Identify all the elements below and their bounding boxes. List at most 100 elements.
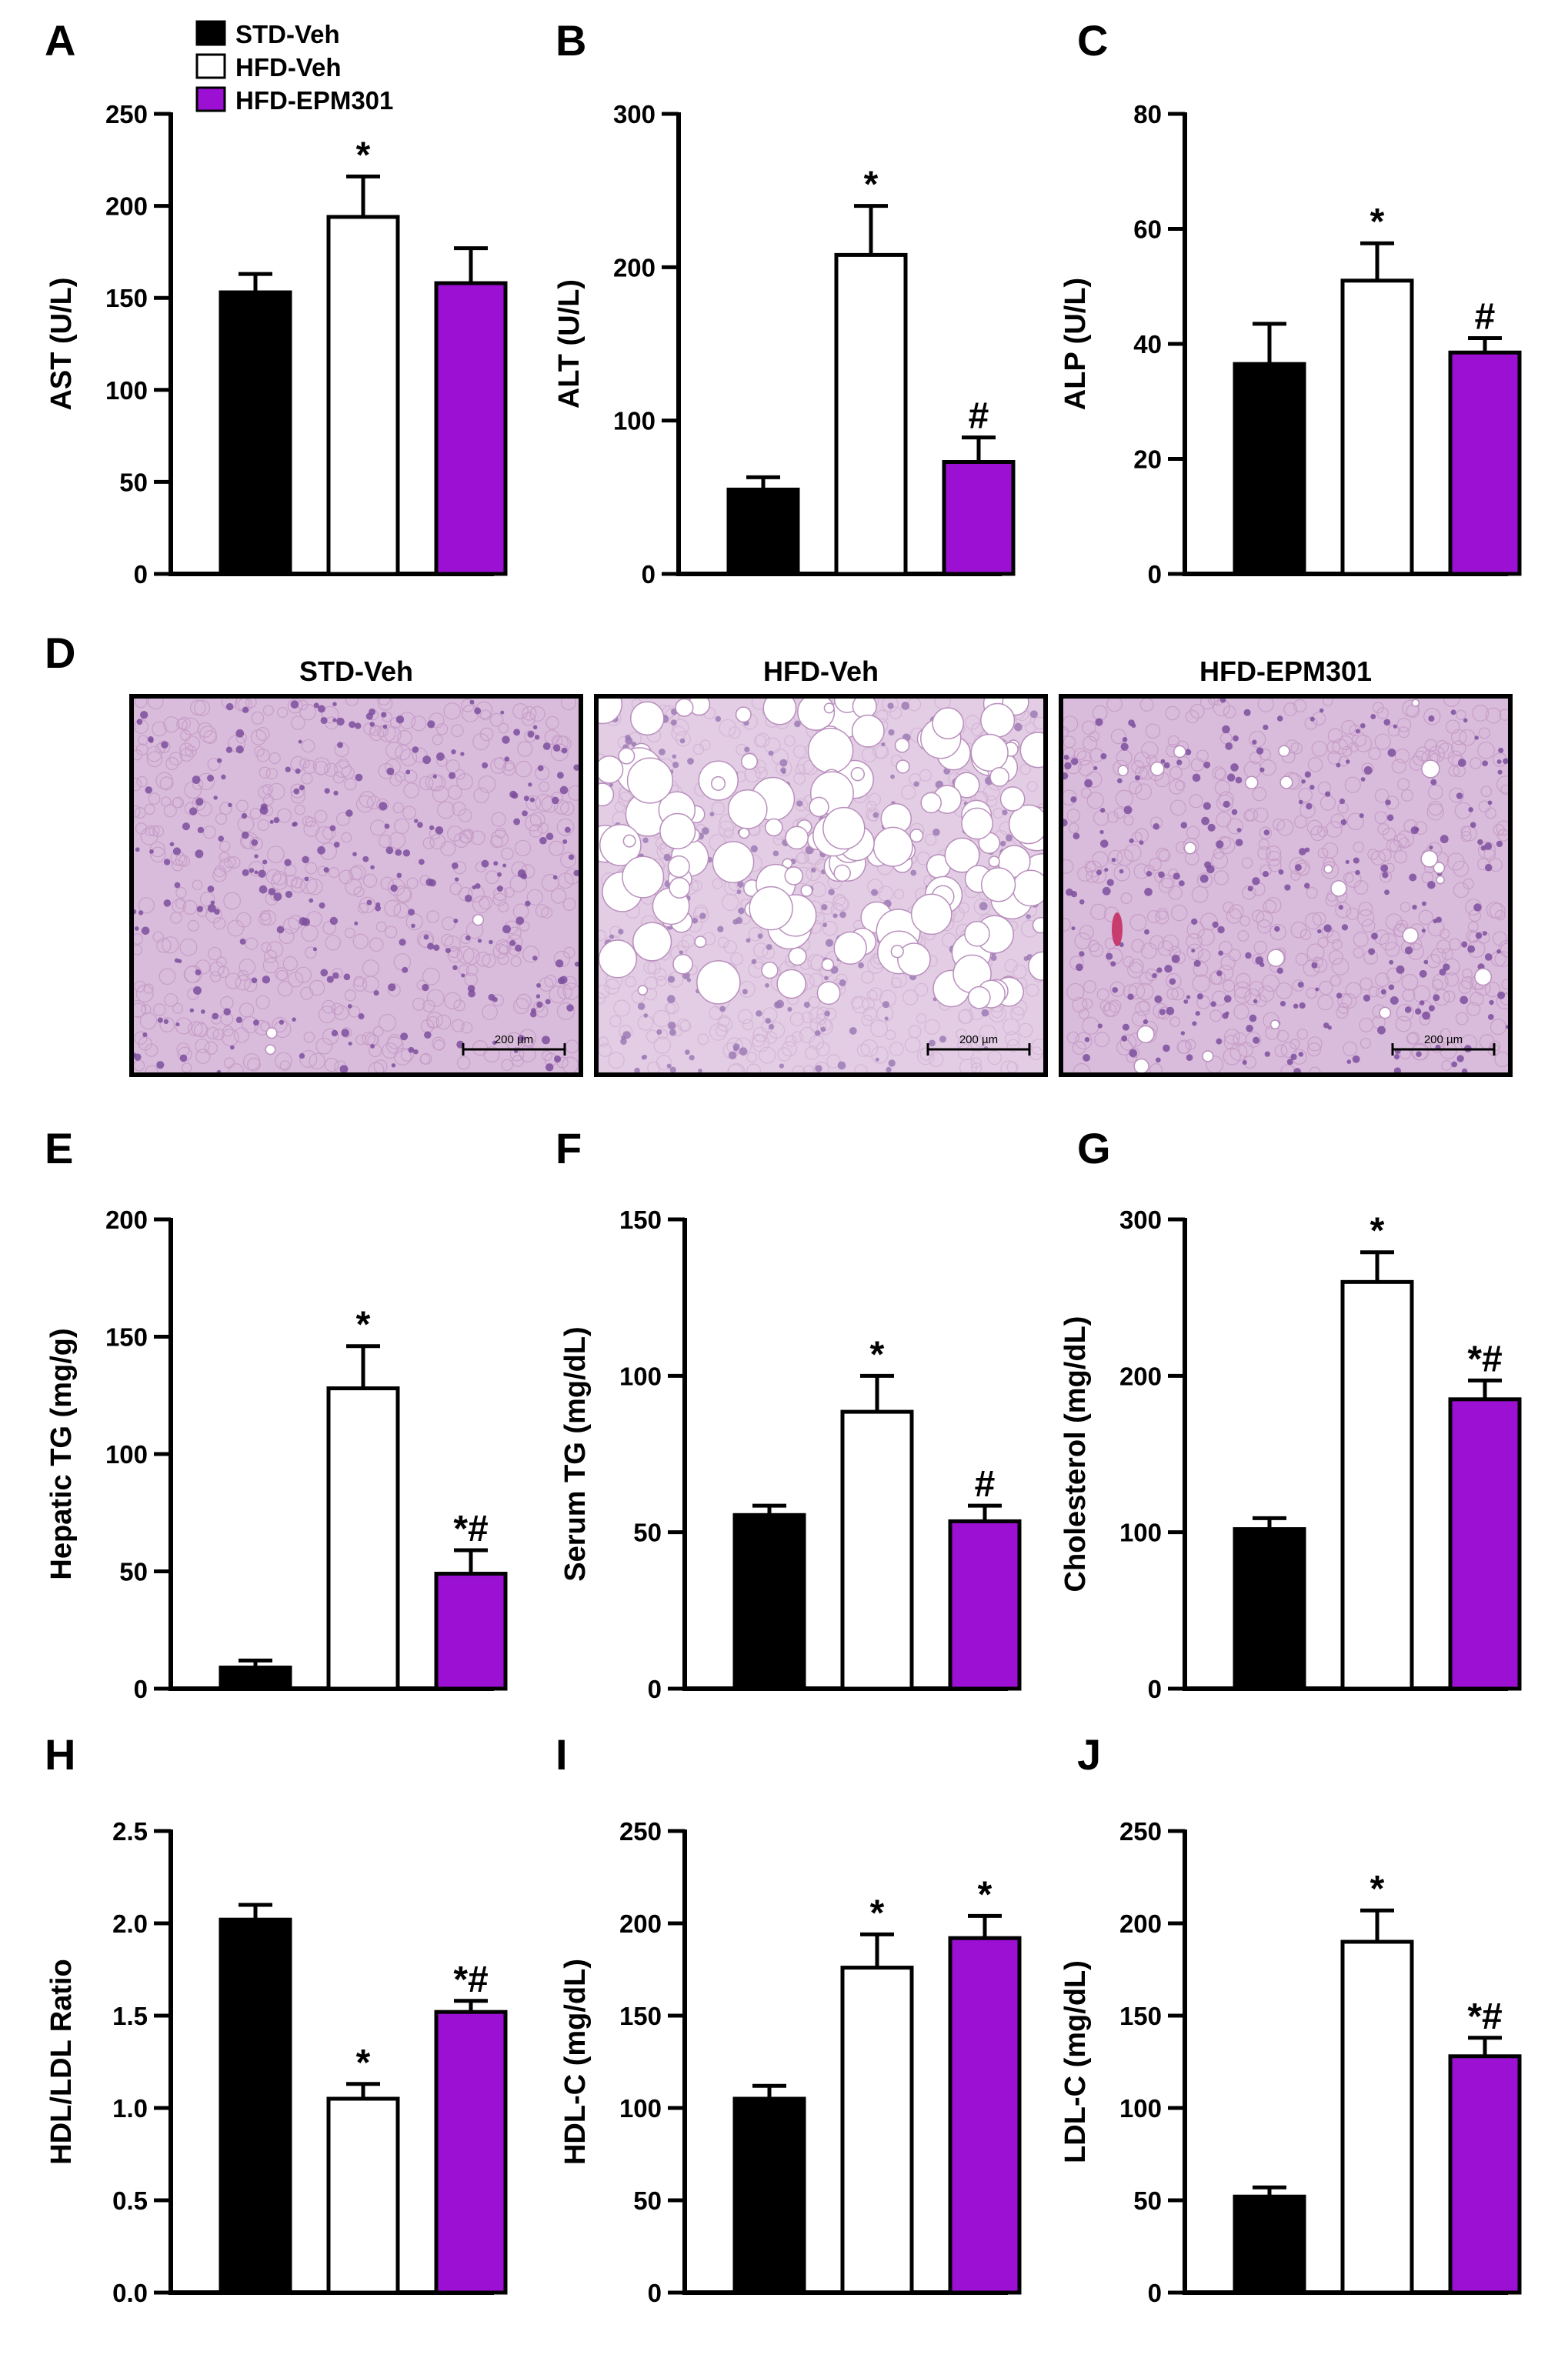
nucleus (345, 809, 353, 817)
cell-outline (1331, 957, 1349, 976)
cell-outline (382, 1042, 399, 1059)
cell-outline (187, 919, 199, 932)
nucleus (402, 849, 411, 857)
cell-outline (215, 812, 228, 825)
cell-outline (447, 785, 462, 800)
cell-outline (718, 820, 735, 837)
cell-outline (397, 729, 412, 745)
nucleus (1226, 773, 1236, 782)
nucleus (810, 867, 816, 873)
nucleus (213, 795, 218, 800)
cell-outline (1149, 857, 1163, 871)
nucleus (1083, 1053, 1090, 1062)
cell-outline (529, 824, 543, 838)
nucleus (347, 1004, 352, 1009)
nucleus (1341, 924, 1349, 931)
cell-outline (1450, 729, 1467, 745)
nucleus (313, 702, 319, 709)
cell-outline (1444, 972, 1460, 987)
nucleus (1192, 773, 1201, 782)
nucleus (559, 976, 568, 984)
cell-outline (422, 999, 435, 1012)
nucleus (1336, 992, 1343, 999)
nucleus (179, 1054, 188, 1062)
nucleus (1176, 759, 1183, 765)
fat-vacuole (822, 806, 866, 850)
fat-vacuole (816, 981, 841, 1006)
nucleus (1390, 996, 1399, 1005)
nucleus (276, 926, 285, 934)
cell-outline (1066, 982, 1085, 1001)
cell-outline (1089, 943, 1104, 958)
cell-outline (1191, 885, 1209, 903)
nucleus (1119, 942, 1124, 948)
y-tick-label: 40 (1133, 330, 1162, 359)
cell-outline (329, 867, 340, 879)
cell-outline (419, 1053, 431, 1065)
nucleus (138, 910, 144, 916)
nucleus (1323, 924, 1332, 932)
cell-outline (303, 1031, 315, 1043)
nucleus (182, 822, 190, 831)
cell-outline (400, 1048, 415, 1062)
y-tick-label: 250 (619, 1817, 662, 1846)
nucleus (390, 884, 398, 892)
cell-outline (495, 827, 506, 839)
significance-mark: * (356, 135, 371, 175)
cell-outline (349, 866, 363, 881)
nucleus (1079, 899, 1085, 905)
nucleus (502, 925, 511, 934)
nucleus (1191, 949, 1196, 953)
cell-outline (746, 1063, 761, 1072)
nucleus (1340, 819, 1347, 825)
nucleus (1468, 807, 1473, 812)
nucleus (134, 909, 137, 915)
micrograph-svg: 200 µm (134, 699, 579, 1072)
nucleus (1243, 709, 1251, 716)
cell-outline (314, 809, 328, 823)
cell-outline (1343, 872, 1354, 883)
cell-outline (301, 739, 315, 753)
nucleus (302, 855, 309, 864)
nucleus (216, 758, 222, 763)
nucleus (1222, 1012, 1229, 1019)
cell-outline (1317, 825, 1329, 838)
fat-vacuole (1323, 864, 1333, 874)
cell-outline (1156, 908, 1169, 920)
cell-outline (353, 886, 365, 898)
cell-outline (322, 1028, 339, 1046)
cell-outline (919, 769, 932, 782)
cell-outline (1249, 752, 1262, 765)
cell-outline (746, 1052, 758, 1063)
nucleus (545, 1063, 554, 1072)
cell-outline (1258, 839, 1269, 850)
cell-outline (1224, 1029, 1240, 1045)
nucleus (1100, 752, 1107, 760)
nucleus (821, 904, 828, 911)
cell-outline (362, 1032, 375, 1046)
cell-outline (459, 830, 472, 844)
cell-outline (1472, 704, 1490, 722)
cell-outline (1075, 1032, 1093, 1050)
cell-outline (305, 946, 317, 959)
cell-outline (1031, 1039, 1043, 1056)
cell-outline (537, 822, 549, 834)
nucleus (175, 1022, 180, 1027)
cell-outline (987, 1050, 1002, 1066)
cell-outline (309, 979, 325, 996)
cell-outline (861, 747, 877, 763)
nucleus (1262, 871, 1269, 878)
nucleus (1422, 1011, 1431, 1020)
cell-outline (1107, 811, 1119, 823)
cell-outline (801, 1011, 813, 1023)
nucleus (1393, 724, 1397, 729)
cell-outline (965, 715, 980, 730)
cell-outline (1498, 939, 1508, 957)
fat-vacuole (712, 841, 755, 883)
legend-label-hfd-epm301: HFD-EPM301 (235, 86, 393, 115)
cell-outline (134, 944, 143, 956)
cell-outline (422, 837, 435, 849)
cell-outline (1197, 928, 1215, 946)
cell-outline (299, 758, 310, 769)
